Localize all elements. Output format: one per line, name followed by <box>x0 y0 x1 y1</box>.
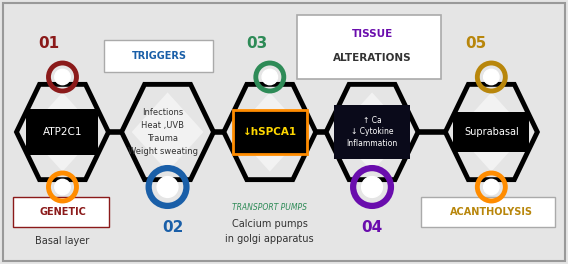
Text: ↓hSPCA1: ↓hSPCA1 <box>243 127 297 137</box>
Polygon shape <box>16 84 108 180</box>
Polygon shape <box>326 84 418 180</box>
Circle shape <box>483 69 499 85</box>
FancyBboxPatch shape <box>421 197 556 227</box>
Polygon shape <box>132 92 203 172</box>
Text: Heat ,UVB: Heat ,UVB <box>141 121 184 130</box>
Polygon shape <box>224 84 316 180</box>
Polygon shape <box>456 92 527 172</box>
Polygon shape <box>445 84 537 180</box>
Text: Infections: Infections <box>142 108 183 117</box>
Text: in golgi apparatus: in golgi apparatus <box>225 234 314 244</box>
Circle shape <box>157 177 178 197</box>
Text: ALTERATIONS: ALTERATIONS <box>333 53 411 63</box>
Polygon shape <box>27 92 98 172</box>
Text: TISSUE: TISSUE <box>352 29 392 39</box>
FancyBboxPatch shape <box>297 15 441 79</box>
Text: Calcium pumps: Calcium pumps <box>232 219 308 229</box>
Text: ATP2C1: ATP2C1 <box>43 127 82 137</box>
Circle shape <box>55 179 70 195</box>
Polygon shape <box>336 92 408 172</box>
FancyBboxPatch shape <box>334 105 410 159</box>
Text: Suprabasal: Suprabasal <box>464 127 519 137</box>
Text: TRANSPORT PUMPS: TRANSPORT PUMPS <box>232 202 307 211</box>
Text: 03: 03 <box>246 36 268 51</box>
Circle shape <box>483 179 499 195</box>
FancyBboxPatch shape <box>103 40 212 72</box>
Text: ACANTHOLYSIS: ACANTHOLYSIS <box>450 207 533 217</box>
Text: 04: 04 <box>361 220 383 234</box>
Text: 01: 01 <box>38 36 60 51</box>
Text: TRIGGERS: TRIGGERS <box>132 51 187 61</box>
Text: Weight sweating: Weight sweating <box>128 147 198 156</box>
Text: 05: 05 <box>465 36 487 51</box>
Text: ↑ Ca
↓ Cytokine
Inflammation: ↑ Ca ↓ Cytokine Inflammation <box>346 116 398 148</box>
Text: GENETIC: GENETIC <box>39 207 86 217</box>
Polygon shape <box>122 84 214 180</box>
FancyBboxPatch shape <box>27 109 98 155</box>
Circle shape <box>262 69 278 85</box>
FancyBboxPatch shape <box>453 112 529 152</box>
Circle shape <box>55 69 70 85</box>
FancyBboxPatch shape <box>14 197 110 227</box>
Text: Basal layer: Basal layer <box>35 236 90 246</box>
Polygon shape <box>234 92 306 172</box>
Text: Trauma: Trauma <box>147 134 178 143</box>
FancyBboxPatch shape <box>233 110 307 154</box>
Text: 02: 02 <box>162 220 184 234</box>
Circle shape <box>362 177 382 197</box>
